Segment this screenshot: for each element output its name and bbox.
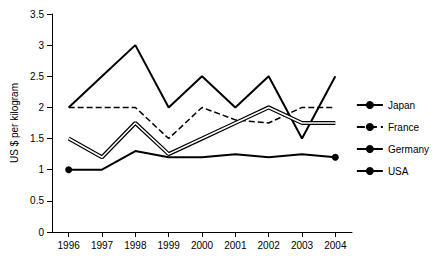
svg-text:1998: 1998 [124, 240, 147, 251]
svg-text:Japan: Japan [388, 100, 415, 111]
svg-text:France: France [388, 122, 420, 133]
svg-text:1: 1 [38, 164, 44, 175]
svg-text:2.5: 2.5 [30, 71, 44, 82]
svg-text:USA: USA [388, 166, 409, 177]
svg-text:US $ per kilogram: US $ per kilogram [9, 83, 20, 163]
svg-text:1996: 1996 [58, 240, 81, 251]
svg-text:2004: 2004 [324, 240, 347, 251]
svg-text:3: 3 [38, 40, 44, 51]
svg-text:Germany: Germany [388, 144, 429, 155]
svg-text:2000: 2000 [191, 240, 214, 251]
svg-text:2003: 2003 [291, 240, 314, 251]
svg-text:2: 2 [38, 102, 44, 113]
svg-text:0: 0 [38, 227, 44, 238]
svg-text:1997: 1997 [91, 240, 114, 251]
svg-text:1.5: 1.5 [30, 133, 44, 144]
svg-text:0.5: 0.5 [30, 195, 44, 206]
svg-text:3.5: 3.5 [30, 9, 44, 20]
svg-text:1999: 1999 [158, 240, 181, 251]
svg-text:2001: 2001 [224, 240, 247, 251]
svg-text:2002: 2002 [258, 240, 281, 251]
